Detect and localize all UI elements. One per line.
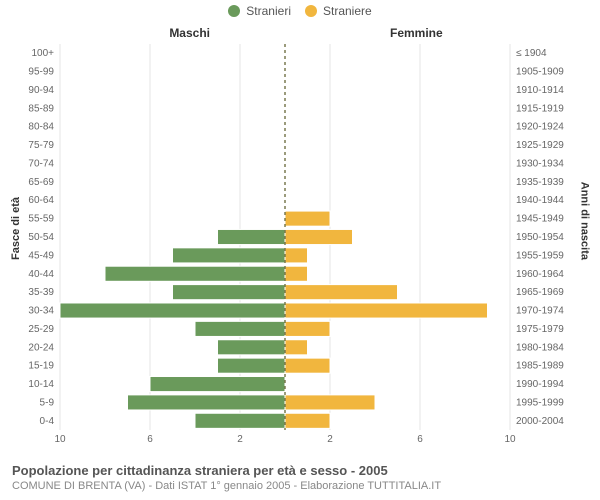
bar-male	[195, 321, 285, 336]
age-label: 85-89	[28, 103, 54, 114]
age-label: 55-59	[28, 214, 54, 225]
bar-female	[285, 340, 308, 355]
birth-label: 1940-1944	[516, 195, 564, 206]
age-label: 70-74	[28, 158, 54, 169]
bar-male	[218, 229, 286, 244]
legend-label-female: Straniere	[323, 4, 372, 18]
age-label: 90-94	[28, 85, 54, 96]
x-tick: 10	[54, 434, 66, 445]
age-label: 95-99	[28, 67, 54, 78]
birth-label: 2000-2004	[516, 416, 564, 427]
age-label: 35-39	[28, 287, 54, 298]
legend-item-male: Stranieri	[228, 4, 291, 18]
age-label: 75-79	[28, 140, 54, 151]
age-label: 50-54	[28, 232, 54, 243]
age-label: 80-84	[28, 122, 54, 133]
footer: Popolazione per cittadinanza straniera p…	[12, 463, 588, 492]
birth-label: 1920-1924	[516, 122, 564, 133]
bar-male	[195, 413, 285, 428]
x-tick: 2	[327, 434, 333, 445]
age-label: 0-4	[40, 416, 55, 427]
legend-swatch-female	[305, 5, 317, 17]
age-label: 10-14	[28, 379, 54, 390]
bar-female	[285, 413, 330, 428]
age-label: 40-44	[28, 269, 54, 280]
legend: Stranieri Straniere	[0, 4, 600, 18]
legend-item-female: Straniere	[305, 4, 372, 18]
bar-male	[173, 248, 286, 263]
birth-label: 1985-1989	[516, 361, 564, 372]
birth-label: 1960-1964	[516, 269, 564, 280]
legend-label-male: Stranieri	[246, 4, 291, 18]
birth-label: 1995-1999	[516, 397, 564, 408]
birth-label: 1930-1934	[516, 158, 564, 169]
birth-label: 1935-1939	[516, 177, 564, 188]
birth-label: 1955-1959	[516, 250, 564, 261]
age-label: 30-34	[28, 306, 54, 317]
col-title-female: Femmine	[390, 26, 443, 40]
x-tick: 10	[504, 434, 516, 445]
x-tick: 6	[147, 434, 153, 445]
bar-male	[173, 285, 286, 300]
bar-male	[218, 340, 286, 355]
bar-male	[128, 395, 286, 410]
birth-label: 1945-1949	[516, 214, 564, 225]
birth-label: 1970-1974	[516, 306, 564, 317]
age-label: 60-64	[28, 195, 54, 206]
age-label: 65-69	[28, 177, 54, 188]
bar-female	[285, 248, 308, 263]
x-tick: 6	[417, 434, 423, 445]
x-tick: 2	[237, 434, 243, 445]
birth-label: 1905-1909	[516, 67, 564, 78]
birth-label: 1975-1979	[516, 324, 564, 335]
legend-swatch-male	[228, 5, 240, 17]
birth-label: 1980-1984	[516, 342, 564, 353]
bar-male	[150, 377, 285, 392]
bar-female	[285, 303, 488, 318]
age-label: 5-9	[40, 397, 55, 408]
y-title-birth: Anni di nascita	[578, 182, 590, 260]
age-label: 45-49	[28, 250, 54, 261]
col-title-male: Maschi	[169, 26, 210, 40]
bar-female	[285, 229, 353, 244]
bar-female	[285, 395, 375, 410]
chart-title: Popolazione per cittadinanza straniera p…	[12, 463, 588, 478]
birth-label: ≤ 1904	[516, 48, 547, 59]
age-label: 20-24	[28, 342, 54, 353]
bar-female	[285, 358, 330, 373]
bar-male	[60, 303, 285, 318]
bar-female	[285, 266, 308, 281]
pyramid-svg: 100+≤ 190495-991905-190990-941910-191485…	[60, 44, 510, 430]
birth-label: 1965-1969	[516, 287, 564, 298]
age-label: 100+	[31, 48, 54, 59]
age-label: 15-19	[28, 361, 54, 372]
birth-label: 1910-1914	[516, 85, 564, 96]
birth-label: 1915-1919	[516, 103, 564, 114]
birth-label: 1950-1954	[516, 232, 564, 243]
pyramid-plot: 100+≤ 190495-991905-190990-941910-191485…	[60, 44, 510, 430]
birth-label: 1990-1994	[516, 379, 564, 390]
bar-male	[218, 358, 286, 373]
bar-female	[285, 211, 330, 226]
bar-male	[105, 266, 285, 281]
birth-label: 1925-1929	[516, 140, 564, 151]
bar-female	[285, 321, 330, 336]
y-title-age: Fasce di età	[10, 197, 22, 260]
chart-subtitle: COMUNE DI BRENTA (VA) - Dati ISTAT 1° ge…	[12, 480, 588, 492]
age-label: 25-29	[28, 324, 54, 335]
bar-female	[285, 285, 398, 300]
